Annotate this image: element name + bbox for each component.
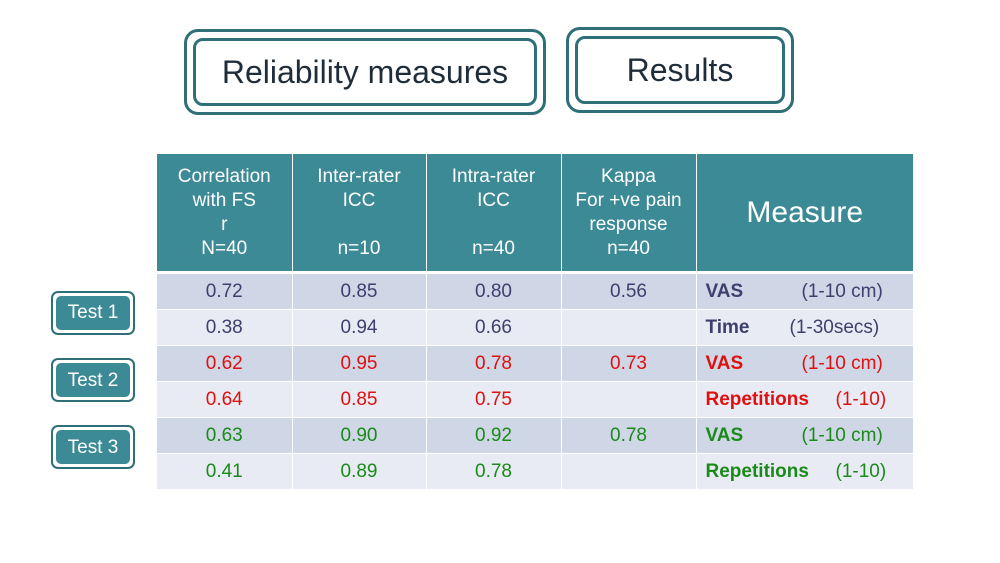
test-2-label: Test 2 <box>51 358 135 402</box>
intra-rater-cell: 0.78 <box>426 345 562 382</box>
intra-rater-cell: 0.80 <box>426 272 562 310</box>
measure-name: VAS <box>705 352 744 374</box>
inter-rater-cell: 0.95 <box>292 345 427 382</box>
measure-cell: Repetitions (1-10) <box>696 453 913 490</box>
table-row: 0.72 0.85 0.80 0.56 VAS (1-10 cm) <box>157 272 913 310</box>
table-row: 0.38 0.94 0.66 Time (1-30secs) <box>157 309 913 346</box>
measure-range: (1-10 cm) <box>801 280 883 302</box>
kappa-cell <box>561 453 697 490</box>
correlation-cell: 0.63 <box>157 417 293 454</box>
measure-name: Time <box>705 316 750 338</box>
reliability-measures-label: Reliability measures <box>193 38 537 106</box>
kappa-cell <box>561 381 697 418</box>
test-1-text: Test 1 <box>56 296 130 330</box>
table-row: 0.64 0.85 0.75 Repetitions (1-10) <box>157 381 913 418</box>
intra-rater-cell: 0.66 <box>426 309 562 346</box>
header-inter-rater: Inter-rater ICC n=10 <box>292 154 427 274</box>
measure-range: (1-10 cm) <box>801 352 883 374</box>
results-label: Results <box>575 36 785 104</box>
inter-rater-cell: 0.94 <box>292 309 427 346</box>
header-measure: Measure <box>696 154 913 274</box>
test-1-label: Test 1 <box>51 291 135 335</box>
header-correlation: Correlation with FS r N=40 <box>157 154 293 274</box>
measure-name: VAS <box>705 280 744 302</box>
correlation-cell: 0.64 <box>157 381 293 418</box>
test-3-label: Test 3 <box>51 425 135 469</box>
reliability-measures-title: Reliability measures <box>184 29 546 115</box>
measure-range: (1-10) <box>835 388 887 410</box>
inter-rater-cell: 0.85 <box>292 381 427 418</box>
measure-name: Repetitions <box>705 388 809 410</box>
table-row: 0.41 0.89 0.78 Repetitions (1-10) <box>157 453 913 490</box>
correlation-cell: 0.72 <box>157 272 293 310</box>
table-row: 0.62 0.95 0.78 0.73 VAS (1-10 cm) <box>157 345 913 382</box>
measure-cell: VAS (1-10 cm) <box>696 345 913 382</box>
table-row: 0.63 0.90 0.92 0.78 VAS (1-10 cm) <box>157 417 913 454</box>
results-table: Correlation with FS r N=40 Inter-rater I… <box>157 154 913 490</box>
correlation-cell: 0.62 <box>157 345 293 382</box>
measure-range: (1-10 cm) <box>801 424 883 446</box>
measure-name: Repetitions <box>705 460 809 482</box>
inter-rater-cell: 0.85 <box>292 272 427 310</box>
kappa-cell: 0.78 <box>561 417 697 454</box>
measure-cell: Time (1-30secs) <box>696 309 913 346</box>
measure-cell: VAS (1-10 cm) <box>696 417 913 454</box>
inter-rater-cell: 0.90 <box>292 417 427 454</box>
measure-cell: VAS (1-10 cm) <box>696 272 913 310</box>
header-intra-rater: Intra-rater ICC n=40 <box>426 154 562 274</box>
intra-rater-cell: 0.75 <box>426 381 562 418</box>
kappa-cell: 0.56 <box>561 272 697 310</box>
correlation-cell: 0.41 <box>157 453 293 490</box>
inter-rater-cell: 0.89 <box>292 453 427 490</box>
measure-range: (1-30secs) <box>789 316 880 338</box>
measure-name: VAS <box>705 424 744 446</box>
correlation-cell: 0.38 <box>157 309 293 346</box>
test-2-text: Test 2 <box>56 363 130 397</box>
table-header-row: Correlation with FS r N=40 Inter-rater I… <box>157 154 913 274</box>
intra-rater-cell: 0.92 <box>426 417 562 454</box>
measure-range: (1-10) <box>835 460 887 482</box>
measure-cell: Repetitions (1-10) <box>696 381 913 418</box>
intra-rater-cell: 0.78 <box>426 453 562 490</box>
header-kappa: Kappa For +ve pain response n=40 <box>561 154 697 274</box>
test-3-text: Test 3 <box>56 430 130 464</box>
kappa-cell: 0.73 <box>561 345 697 382</box>
kappa-cell <box>561 309 697 346</box>
results-title: Results <box>566 27 794 113</box>
